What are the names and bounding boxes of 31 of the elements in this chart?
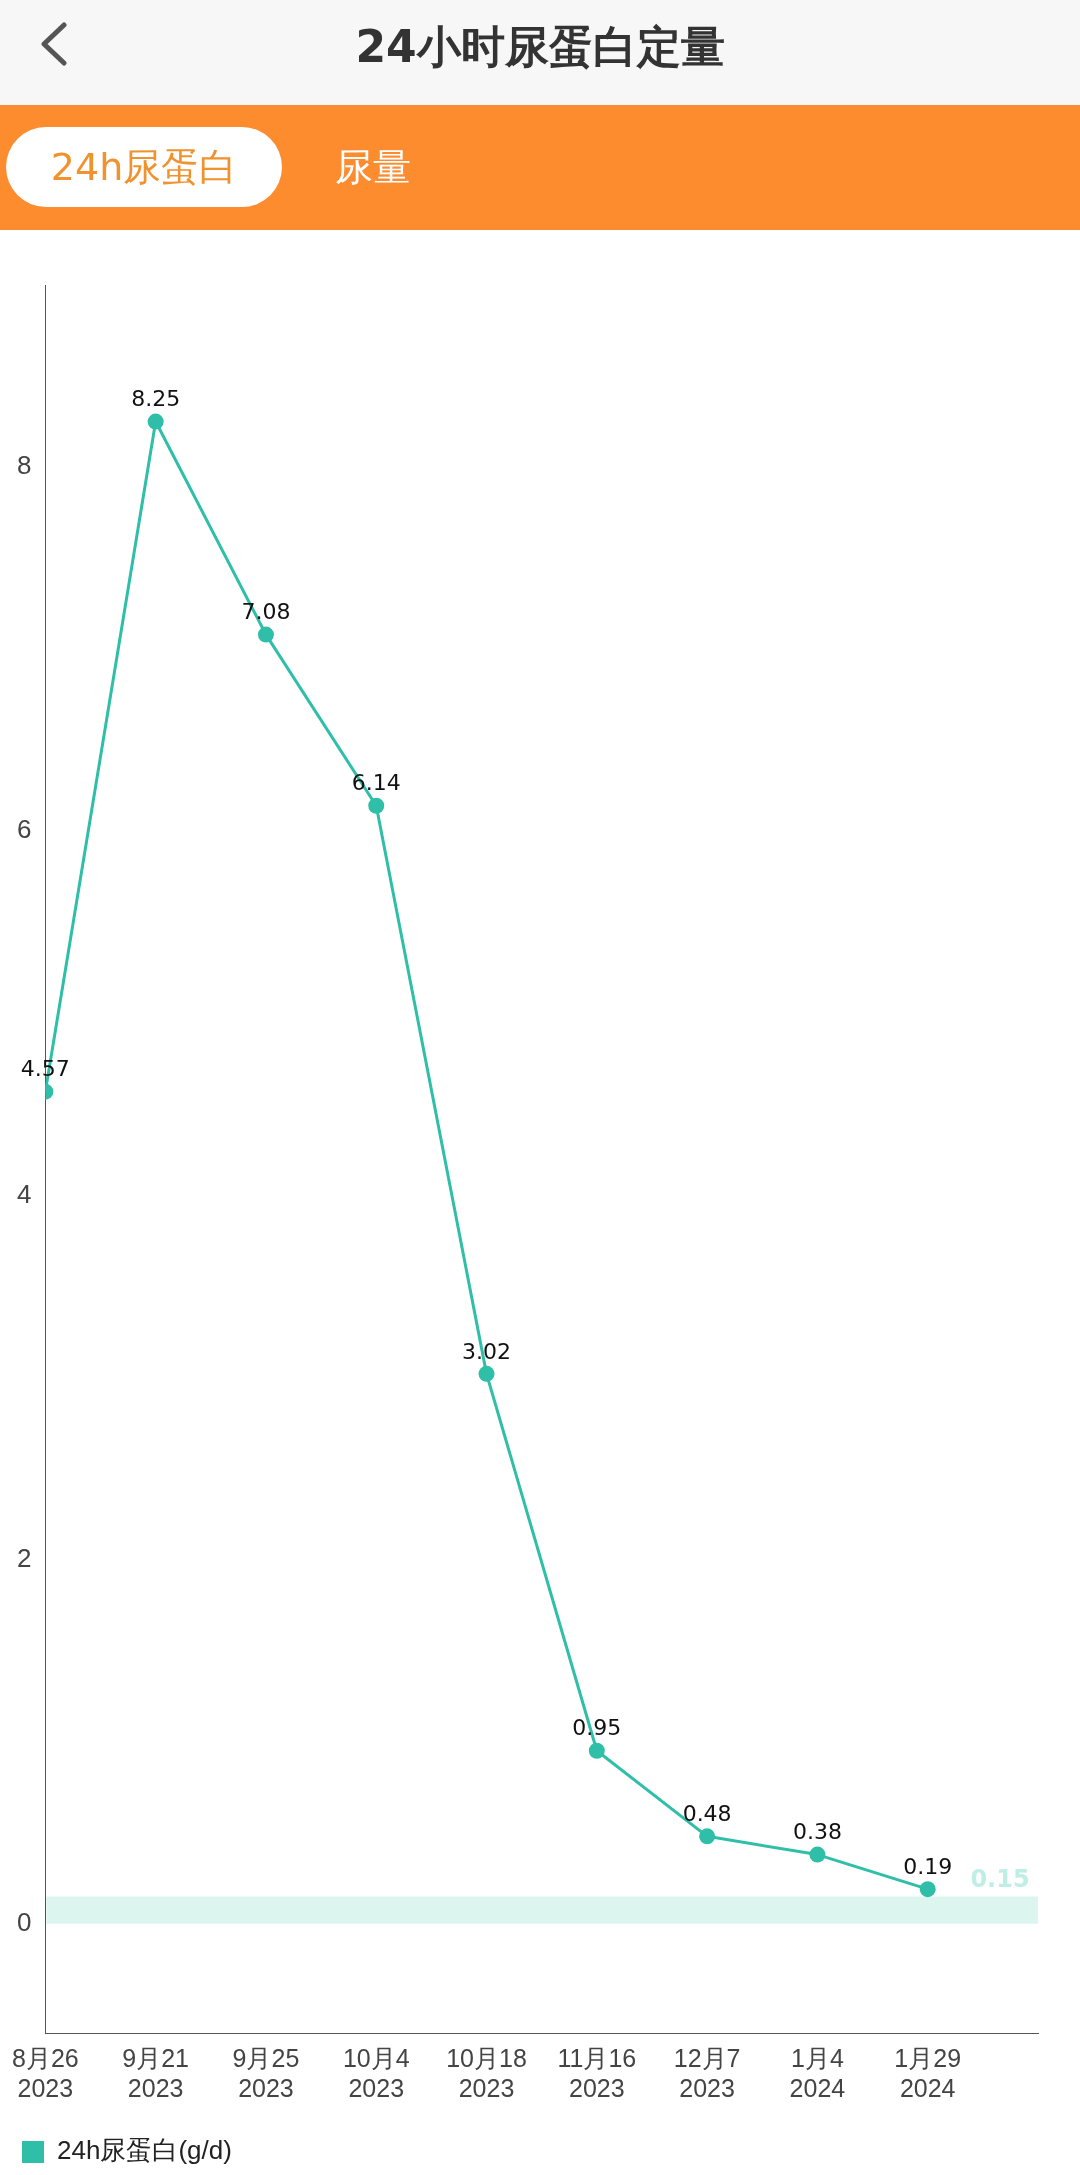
y-tick-label: 0 — [16, 1906, 32, 1937]
band-label: 0.15 — [970, 1864, 1030, 1893]
point — [588, 1742, 605, 1759]
y-tick-label: 8 — [16, 450, 32, 481]
y-tick-label: 6 — [16, 814, 32, 845]
x-tick-label: 10月4 2023 — [342, 2043, 410, 2102]
text: 24h尿蛋白 — [6, 127, 282, 207]
point — [368, 797, 385, 814]
x-tick-label: 1月4 2024 — [789, 2043, 846, 2102]
point — [478, 1365, 495, 1382]
x-tick-label: 9月25 2023 — [232, 2043, 300, 2102]
point — [699, 1828, 716, 1845]
data-label: 0.38 — [792, 1819, 842, 1845]
point — [919, 1881, 936, 1898]
chart-title: 24小时尿蛋白定量 — [354, 20, 726, 74]
x-tick-label: 8月26 2023 — [12, 2043, 79, 2102]
data-label: 0.19 — [903, 1853, 953, 1879]
y-tick-label: 2 — [16, 1542, 32, 1573]
y-tick-label: 4 — [16, 1178, 32, 1209]
x-tick-label: 11月16 2023 — [557, 2043, 637, 2102]
data-label: 0.48 — [682, 1801, 732, 1827]
legend-label: 24h尿蛋白(g/d) — [57, 2135, 232, 2166]
x-tick-label: 10月18 2023 — [446, 2043, 527, 2102]
point — [809, 1846, 826, 1863]
x-tick-label: 12月7 2023 — [673, 2043, 741, 2102]
point — [257, 626, 274, 643]
data-label: 8.25 — [131, 386, 181, 412]
x-tick-label: 9月21 2023 — [122, 2043, 190, 2102]
text: 尿量 — [335, 144, 411, 191]
point — [147, 413, 164, 430]
x-tick-label: 1月29 2024 — [894, 2043, 962, 2102]
